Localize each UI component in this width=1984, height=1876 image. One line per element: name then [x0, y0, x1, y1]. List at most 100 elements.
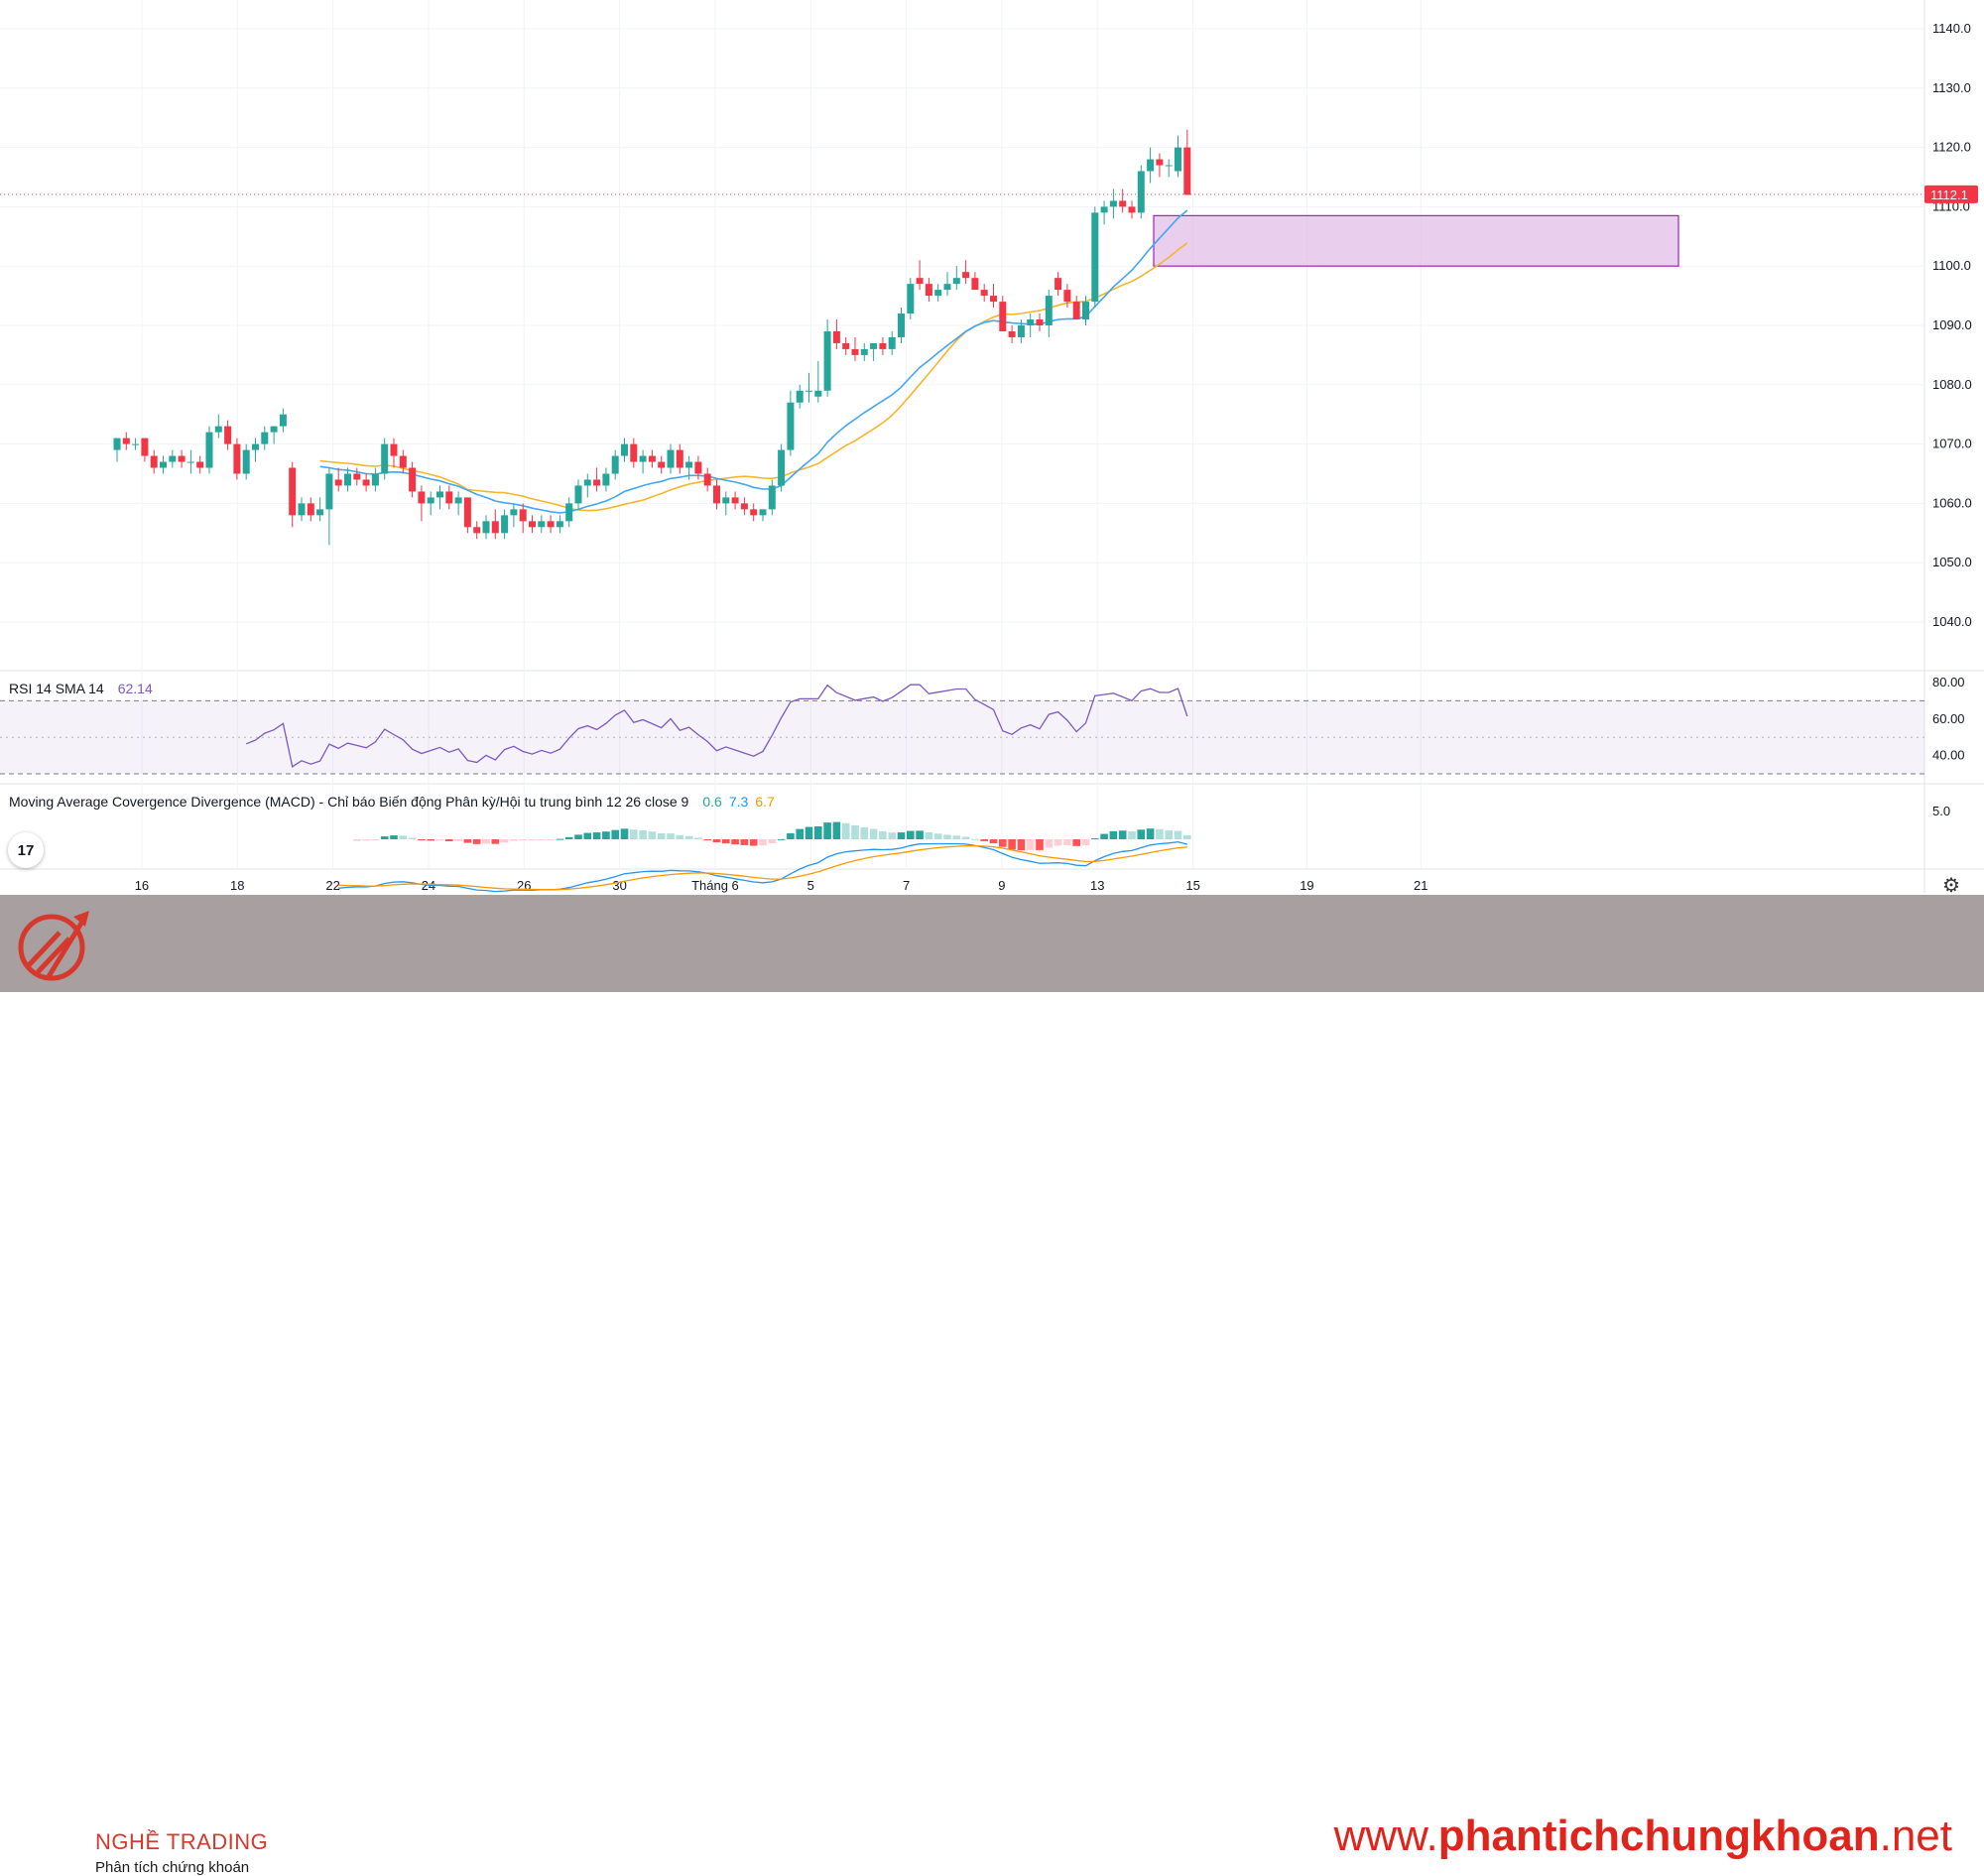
macd-histogram-bar [592, 832, 601, 839]
candle-body [1027, 319, 1035, 325]
candle [325, 467, 333, 546]
candle [999, 296, 1007, 331]
price-tick-label: 1080.0 [1932, 377, 1972, 392]
price-tick-label: 1090.0 [1932, 317, 1972, 332]
macd-histogram-bar [611, 829, 619, 839]
fast-ma-line [319, 209, 1188, 514]
macd-histogram-bar [362, 839, 370, 841]
candle [1008, 325, 1016, 343]
candle-body [934, 290, 942, 297]
candle [916, 260, 924, 291]
candle-body [233, 443, 241, 474]
candle-body [279, 414, 287, 427]
macd-histogram-bar [989, 839, 998, 844]
candle-body [399, 455, 407, 468]
time-tick-label: 13 [1090, 878, 1104, 893]
candle [1165, 159, 1173, 178]
candle-body [1054, 278, 1062, 291]
candle [1183, 129, 1191, 195]
macd-histogram-bar [574, 834, 582, 839]
candle-body [990, 296, 997, 303]
gear-icon[interactable]: ⚙ [1942, 875, 1960, 897]
candle [870, 342, 878, 361]
candle [473, 521, 481, 540]
candle-body [242, 449, 250, 474]
candle-body [427, 497, 434, 504]
price-tick-label: 1140.0 [1932, 21, 1971, 36]
macd-legend[interactable]: Moving Average Covergence Divergence (MA… [9, 794, 775, 810]
macd-line-value: 7.3 [728, 794, 749, 810]
macd-histogram-bar [805, 826, 813, 839]
candle-body [676, 449, 683, 468]
candle-body [1147, 159, 1155, 172]
candle-body [943, 284, 951, 291]
candle [270, 426, 278, 444]
macd-histogram-bar [684, 835, 693, 839]
candle [778, 443, 786, 492]
rsi-tick-label: 80.00 [1932, 675, 1965, 689]
candle-body [132, 443, 140, 445]
macd-histogram-bar [768, 839, 777, 843]
candle-body [122, 438, 130, 444]
url-main: phantichchungkhoan [1437, 1812, 1880, 1860]
footer-banner: NGHỀ TRADING Phân tích chứng khoán www.p… [0, 895, 1984, 1876]
candle [823, 319, 831, 397]
candle [233, 438, 241, 480]
macd-histogram-bar [390, 835, 398, 839]
candle [648, 449, 656, 468]
macd-histogram-bar [1072, 839, 1080, 846]
candle-body [667, 449, 675, 468]
candle [150, 449, 158, 474]
macd-histogram-bar [1063, 839, 1071, 845]
candle-body [307, 503, 314, 516]
candle [888, 330, 896, 355]
macd-histogram-bar [1156, 828, 1164, 839]
candle-body [583, 479, 591, 486]
candle [943, 272, 951, 297]
time-tick-label: 15 [1185, 878, 1199, 893]
macd-histogram-bar [999, 839, 1007, 847]
macd-signal-line [338, 844, 1187, 891]
macd-histogram-bar [1174, 830, 1182, 839]
price-tick-label: 1050.0 [1932, 555, 1972, 569]
macd-histogram-bar [796, 828, 804, 839]
macd-histogram-bar [1165, 830, 1173, 839]
macd-histogram-bar [620, 828, 629, 839]
candle-body [952, 278, 960, 285]
candle-body [538, 521, 546, 528]
macd-histogram-bar [491, 839, 500, 844]
candle-body [787, 402, 795, 450]
candle-body [252, 443, 259, 450]
candle-body [141, 438, 149, 456]
candle-body [1156, 159, 1164, 166]
candle-body [390, 443, 398, 456]
candle-body [1109, 200, 1117, 207]
trading-chart[interactable]: 1140.01130.01120.01110.01100.01090.01080… [0, 0, 1984, 992]
candle-body [270, 426, 278, 433]
tradingview-logo[interactable]: 17 [8, 832, 44, 868]
candle-body [334, 479, 342, 486]
macd-histogram-bar [869, 828, 878, 839]
macd-histogram-bar [777, 838, 786, 840]
website-url[interactable]: www.phantichchungkhoan.net [1334, 1812, 1952, 1861]
candle [1027, 313, 1035, 337]
candle [1036, 313, 1044, 331]
candle [196, 455, 204, 474]
candle-body [1100, 206, 1108, 213]
rsi-legend[interactable]: RSI 14 SMA 14 62.14 [9, 681, 153, 696]
candle-body [150, 455, 158, 468]
candle-body [593, 479, 601, 486]
macd-histogram-bar [943, 834, 951, 839]
candle [371, 467, 379, 492]
candle [122, 432, 130, 450]
price-tick-label: 1120.0 [1932, 140, 1971, 155]
candle [832, 319, 840, 349]
candle [971, 272, 979, 291]
candle-body [814, 390, 822, 397]
candle-body [501, 515, 509, 534]
candle [538, 515, 546, 534]
candle [547, 515, 555, 534]
candle-body [454, 497, 462, 504]
macd-histogram-bar [1183, 834, 1191, 839]
candle-body [694, 461, 702, 474]
